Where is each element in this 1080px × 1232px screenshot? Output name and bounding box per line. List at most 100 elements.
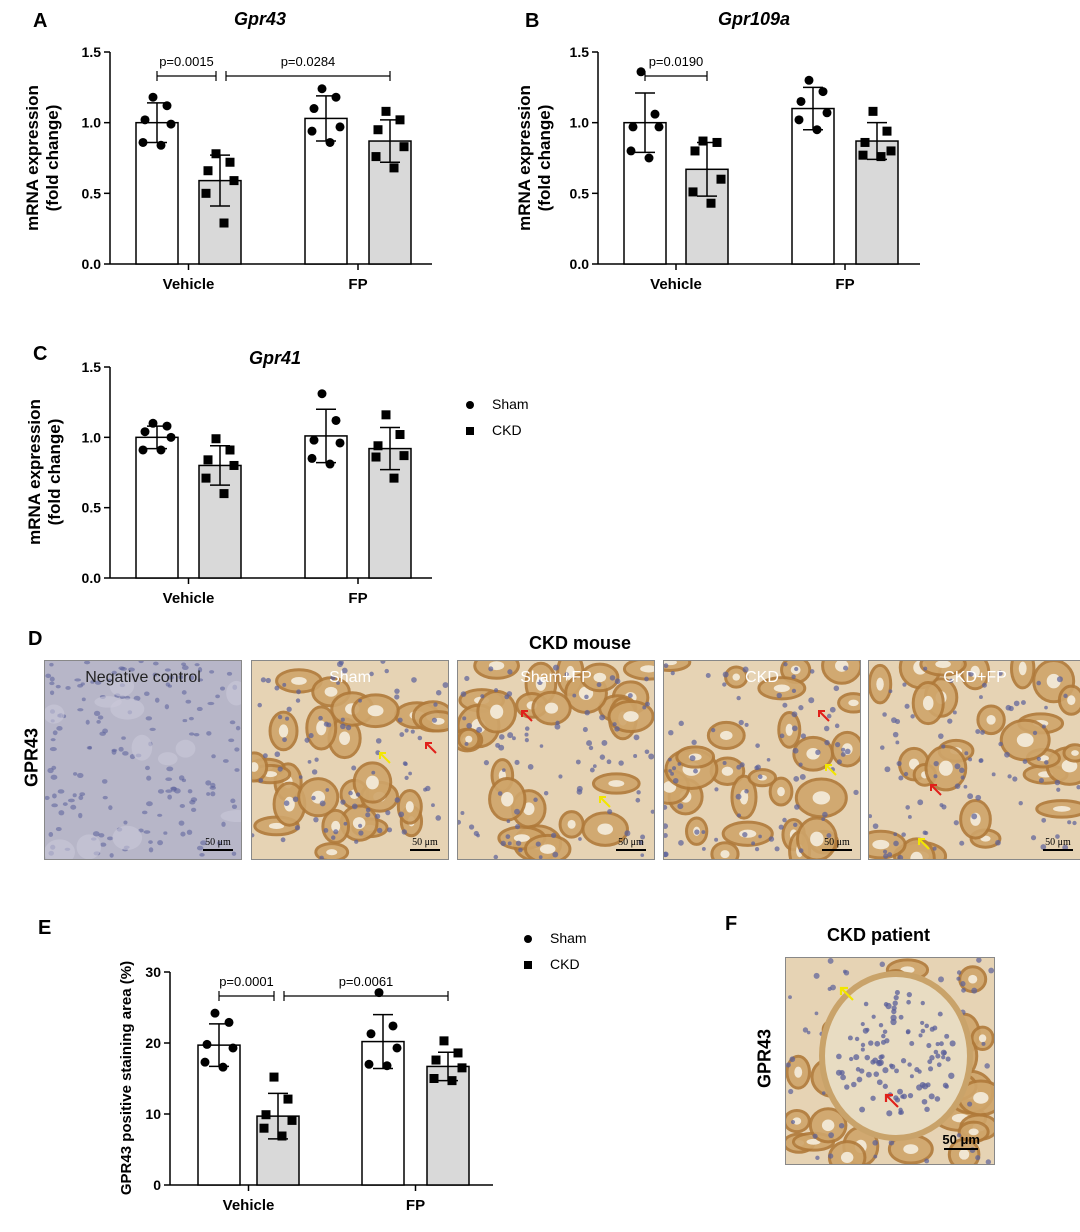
nucleus xyxy=(854,1036,860,1042)
tubule-lumen xyxy=(291,677,307,685)
nucleus xyxy=(635,797,641,803)
sham-marker-icon xyxy=(466,401,474,409)
nucleus xyxy=(210,791,216,797)
nucleus xyxy=(493,688,499,693)
arrow-shaft xyxy=(599,796,611,808)
data-point-ckd xyxy=(219,489,229,499)
nucleus xyxy=(462,716,467,721)
nucleus xyxy=(1012,776,1018,782)
nucleus xyxy=(143,691,150,696)
legend-entry-sham: Sham xyxy=(466,391,529,417)
nucleus xyxy=(1055,834,1060,839)
nucleus xyxy=(57,789,65,794)
data-point-sham xyxy=(636,67,646,77)
data-point-ckd xyxy=(429,1074,439,1083)
arrow-head xyxy=(918,838,925,845)
nucleus xyxy=(935,1053,941,1059)
nucleus xyxy=(967,793,974,800)
nucleus xyxy=(333,829,339,835)
nucleus xyxy=(792,747,799,754)
nucleus xyxy=(464,741,469,746)
nucleus xyxy=(853,1054,860,1061)
red-arrow-icon xyxy=(521,710,533,722)
nucleus xyxy=(694,829,700,835)
nucleus xyxy=(828,1132,835,1139)
nucleus xyxy=(821,1091,826,1095)
nucleus xyxy=(157,813,163,817)
nucleus xyxy=(633,753,638,758)
nucleus xyxy=(488,666,494,672)
y-tick-label: 0.0 xyxy=(570,256,590,272)
nucleus xyxy=(878,1054,884,1060)
nucleus xyxy=(111,748,118,752)
nucleus xyxy=(799,773,806,780)
nucleus xyxy=(872,1139,879,1146)
nucleus xyxy=(231,804,238,810)
data-point-sham xyxy=(228,1043,238,1053)
nucleus xyxy=(881,1033,886,1039)
nucleus xyxy=(736,695,741,701)
tubule-lumen xyxy=(490,704,504,719)
nucleus xyxy=(458,819,461,825)
nucleus xyxy=(834,741,841,748)
data-point-ckd xyxy=(876,152,886,162)
nucleus xyxy=(755,743,760,748)
nucleus xyxy=(507,669,513,675)
scale-bar: 50 μm xyxy=(410,837,440,851)
tubule-lumen xyxy=(910,851,923,859)
nucleus xyxy=(736,813,742,818)
nucleus xyxy=(311,795,316,801)
data-point-sham xyxy=(166,119,176,129)
nucleus xyxy=(865,1027,870,1032)
nucleus xyxy=(798,705,804,711)
nucleus xyxy=(118,666,125,671)
nucleus xyxy=(938,976,944,983)
nucleus xyxy=(141,810,148,815)
nucleus xyxy=(128,667,135,672)
significance-bracket: p=0.0284 xyxy=(225,54,391,81)
nucleus xyxy=(790,1119,796,1125)
legend-label-ckd: CKD xyxy=(550,956,580,972)
nucleus xyxy=(941,804,947,810)
nucleus xyxy=(70,804,77,810)
nucleus xyxy=(636,790,641,795)
nucleus xyxy=(588,745,594,751)
tubule-lumen xyxy=(1016,733,1034,747)
nucleus xyxy=(354,839,359,844)
data-point-ckd xyxy=(395,430,405,440)
nucleus xyxy=(524,726,530,731)
data-point-ckd xyxy=(373,441,383,451)
nucleus xyxy=(197,667,203,673)
nucleus xyxy=(956,970,962,975)
tubule-lumen xyxy=(848,699,859,707)
nucleus xyxy=(892,1000,898,1006)
nucleus xyxy=(924,1023,930,1029)
nucleus xyxy=(776,692,782,699)
nucleus xyxy=(79,792,86,797)
nucleus xyxy=(514,759,520,765)
nucleus xyxy=(738,719,744,726)
nucleus xyxy=(62,802,68,806)
nucleus xyxy=(376,827,383,834)
nucleus xyxy=(205,780,212,786)
nucleus xyxy=(921,1098,928,1105)
nucleus xyxy=(592,764,597,769)
nucleus xyxy=(883,853,889,859)
nucleus xyxy=(55,684,61,689)
error-bar xyxy=(380,426,400,471)
data-point-ckd xyxy=(203,166,213,176)
nucleus xyxy=(431,803,435,808)
nucleus xyxy=(217,841,222,846)
data-point-sham xyxy=(218,1062,228,1072)
nucleus xyxy=(138,661,144,664)
y-tick-label: 0.5 xyxy=(570,185,590,201)
nucleus xyxy=(744,789,749,794)
data-point-ckd xyxy=(447,1076,457,1086)
nucleus xyxy=(341,667,348,674)
tubule-lumen xyxy=(968,1128,979,1136)
nucleus xyxy=(900,1058,907,1064)
nucleus xyxy=(394,688,400,694)
data-point-ckd xyxy=(882,126,892,136)
nucleus xyxy=(50,738,56,742)
tubule-lumen xyxy=(739,829,757,838)
